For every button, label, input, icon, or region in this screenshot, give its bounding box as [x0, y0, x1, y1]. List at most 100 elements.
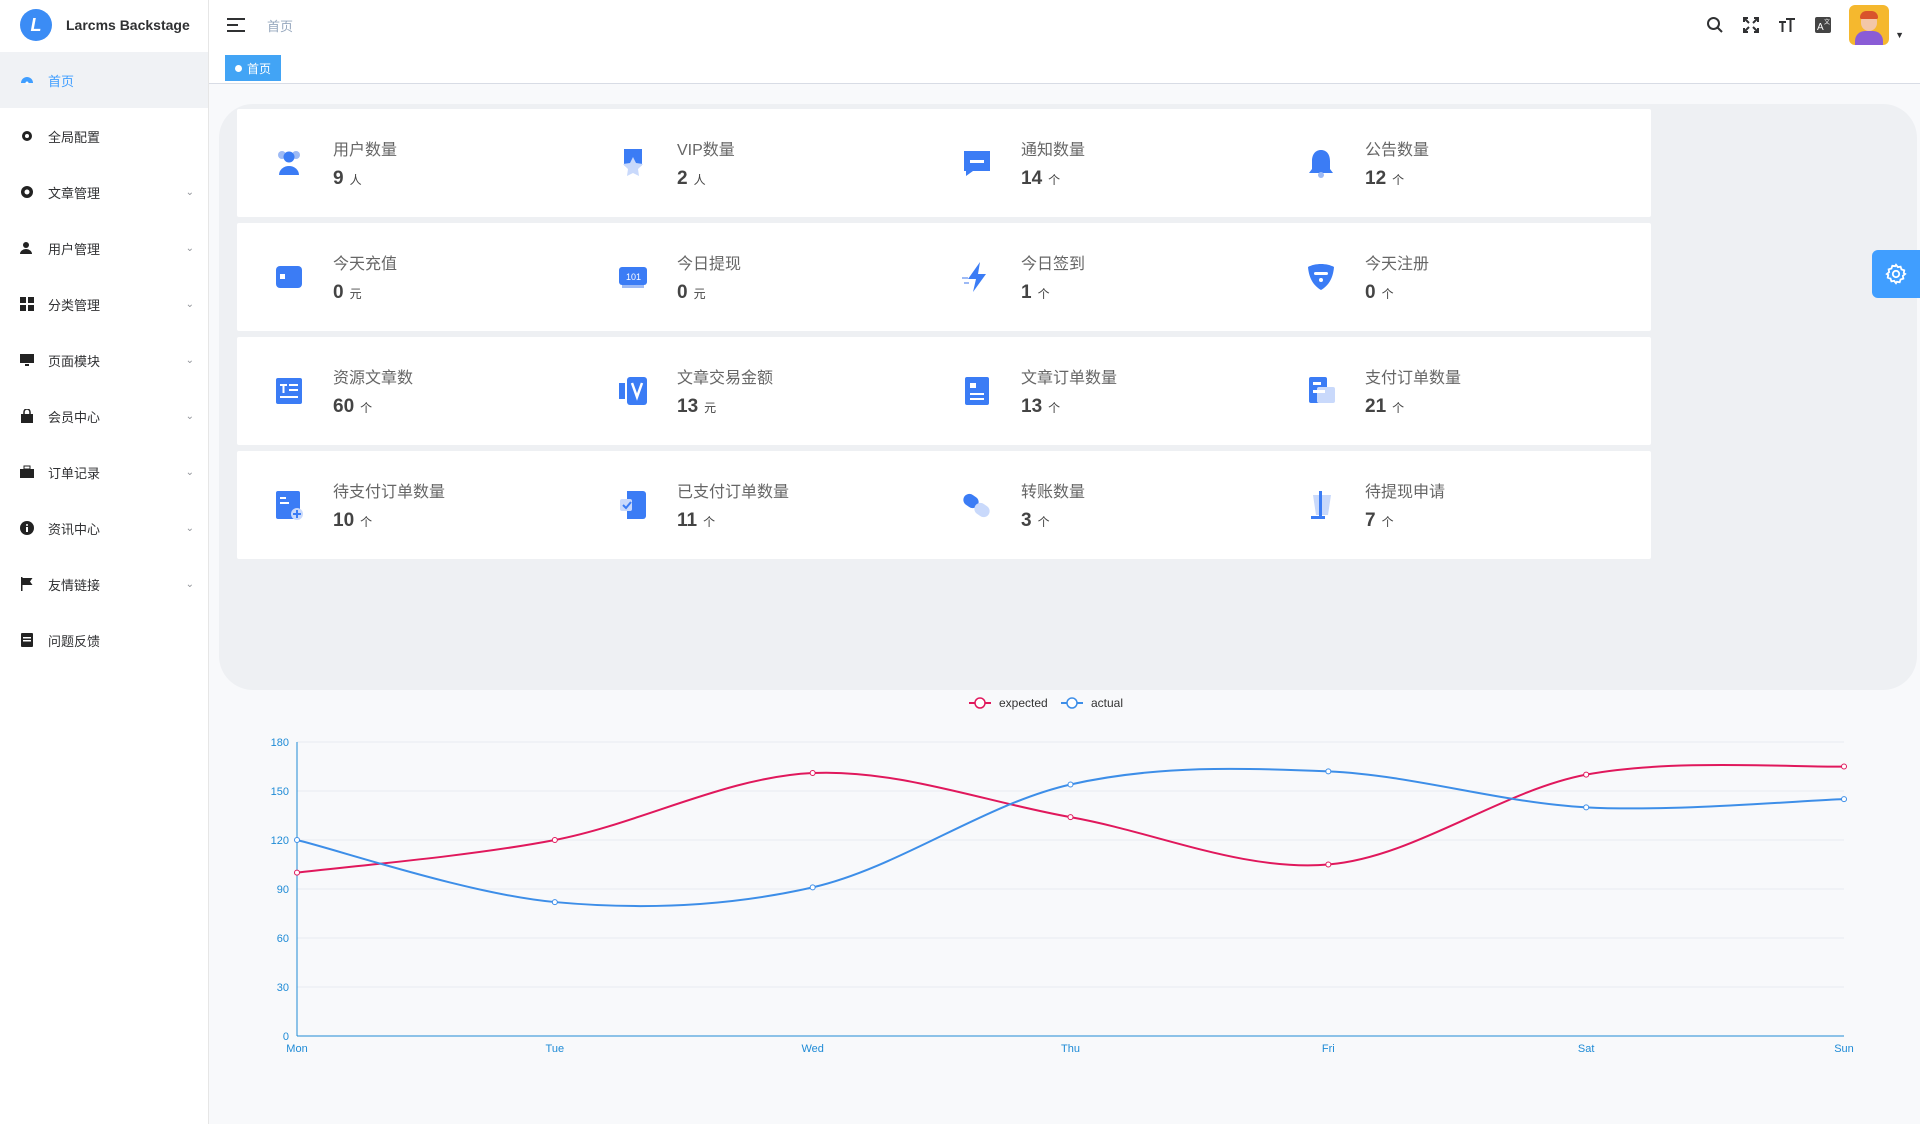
stat-card[interactable]: 今天充值 0 元 [237, 223, 619, 331]
fullscreen-icon[interactable] [1741, 15, 1761, 35]
legend-label: actual [1091, 696, 1123, 710]
user-avatar[interactable] [1849, 5, 1890, 45]
stat-card[interactable]: 支付订单数量 21 个 [1269, 337, 1651, 445]
stat-card[interactable]: 101 今日提现 0 元 [581, 223, 963, 331]
sidebar-item-label: 会员中心 [48, 409, 101, 425]
stat-text: 通知数量 14 个 [1021, 136, 1085, 190]
stat-text: 支付订单数量 21 个 [1365, 364, 1461, 418]
withdraw-request-icon [1303, 487, 1339, 523]
sidebar-item-1[interactable]: 全局配置 [0, 108, 208, 164]
stat-value: 0 [333, 282, 344, 303]
stat-text: 文章交易金额 13 元 [677, 364, 773, 418]
tag-home[interactable]: 首页 [225, 55, 282, 81]
stat-unit: 个 [1381, 287, 1394, 301]
stat-unit: 元 [349, 287, 362, 301]
sidebar-item-10[interactable]: 问题反馈 [0, 612, 208, 668]
data-point [1583, 771, 1590, 778]
y-tick-label: 30 [277, 982, 289, 994]
data-point [294, 869, 300, 876]
stat-value-row: 11 个 [677, 510, 789, 532]
sidebar-item-label: 页面模块 [48, 353, 101, 369]
tag-label: 首页 [247, 61, 272, 76]
sidebar-item-5[interactable]: 页面模块 ⌄ [0, 332, 208, 388]
logo[interactable]: L Larcms Backstage [0, 0, 208, 50]
sidebar-item-label: 用户管理 [48, 241, 101, 257]
stat-card[interactable]: 公告数量 12 个 [1269, 109, 1651, 217]
stat-title: VIP数量 [677, 142, 735, 159]
chevron-down-icon: ⌄ [185, 298, 194, 310]
x-tick-label: Mon [286, 1043, 307, 1055]
sidebar-item-0[interactable]: 首页 [0, 52, 208, 108]
stat-value-row: 13 元 [677, 396, 773, 418]
stat-card[interactable]: 文章交易金额 13 元 [581, 337, 963, 445]
stat-title: 用户数量 [333, 142, 398, 159]
sidebar-item-label: 问题反馈 [48, 633, 101, 649]
stat-card[interactable]: 待支付订单数量 10 个 [237, 451, 619, 559]
stat-card[interactable]: 今天注册 0 个 [1269, 223, 1651, 331]
series-line-actual [296, 767, 1845, 908]
stat-card[interactable]: 转账数量 3 个 [925, 451, 1307, 559]
stat-value-row: 10 个 [333, 510, 445, 532]
stat-text: 公告数量 12 个 [1365, 136, 1429, 190]
stat-title: 资源文章数 [333, 370, 414, 387]
stat-unit: 个 [1048, 401, 1061, 415]
hamburger-menu-icon[interactable] [227, 18, 245, 32]
font-size-icon[interactable] [1777, 15, 1797, 35]
stat-title: 通知数量 [1021, 142, 1086, 159]
stat-unit: 元 [704, 401, 717, 415]
stat-text: 用户数量 9 人 [333, 136, 397, 190]
stat-card[interactable]: 用户数量 9 人 [237, 109, 619, 217]
stat-text: 转账数量 3 个 [1021, 478, 1085, 532]
stat-card[interactable]: 今日签到 1 个 [925, 223, 1307, 331]
flag-icon [20, 577, 34, 591]
stat-unit: 元 [693, 287, 706, 301]
breadcrumb[interactable]: 首页 [267, 18, 294, 34]
data-point [1067, 781, 1074, 788]
search-icon[interactable] [1705, 15, 1725, 35]
stat-unit: 个 [360, 401, 373, 415]
stat-title: 文章交易金额 [677, 370, 774, 387]
sidebar-item-8[interactable]: 资讯中心 ⌄ [0, 500, 208, 556]
y-tick-label: 60 [277, 933, 289, 945]
sidebar-item-label: 友情链接 [48, 577, 101, 593]
chevron-down-icon: ⌄ [185, 578, 194, 590]
stat-value: 2 [677, 168, 688, 189]
stat-value: 13 [677, 396, 699, 417]
stat-card[interactable]: 通知数量 14 个 [925, 109, 1307, 217]
stat-value: 14 [1021, 168, 1043, 189]
stat-card[interactable]: 文章订单数量 13 个 [925, 337, 1307, 445]
avatar-dropdown-caret-icon[interactable]: ▼ [1895, 30, 1904, 40]
stat-title: 今日签到 [1021, 256, 1086, 273]
stat-value-row: 21 个 [1365, 396, 1461, 418]
stat-card[interactable]: 待提现申请 7 个 [1269, 451, 1651, 559]
y-tick-label: 180 [271, 737, 289, 749]
stat-value: 60 [333, 396, 355, 417]
chevron-down-icon: ⌄ [185, 186, 194, 198]
settings-gear-button[interactable] [1872, 250, 1920, 298]
sidebar-item-6[interactable]: 会员中心 ⌄ [0, 388, 208, 444]
pending-order-icon [271, 487, 307, 523]
stat-title: 待支付订单数量 [333, 484, 446, 501]
shopping-bag-icon [20, 409, 34, 423]
stat-text: 待提现申请 7 个 [1365, 478, 1445, 532]
stat-text: 今日签到 1 个 [1021, 250, 1085, 304]
stat-unit: 个 [1392, 401, 1405, 415]
stats-panel: 用户数量 9 人 VIP数量 2 人通知数量 14 个公告数量 12 个今天充值 0 元 101 今日提现… [219, 104, 1917, 690]
sidebar-item-3[interactable]: 用户管理 ⌄ [0, 220, 208, 276]
stat-card[interactable]: 资源文章数 60 个 [237, 337, 619, 445]
sidebar-item-4[interactable]: 分类管理 ⌄ [0, 276, 208, 332]
stat-value: 0 [1365, 282, 1376, 303]
stat-value: 10 [333, 510, 355, 531]
data-point [551, 837, 558, 843]
stat-card[interactable]: VIP数量 2 人 [581, 109, 963, 217]
sidebar-item-9[interactable]: 友情链接 ⌄ [0, 556, 208, 612]
sidebar-item-2[interactable]: 文章管理 ⌄ [0, 164, 208, 220]
stat-card[interactable]: 已支付订单数量 11 个 [581, 451, 963, 559]
wallet-icon [271, 259, 307, 295]
sidebar-item-7[interactable]: 订单记录 ⌄ [0, 444, 208, 500]
